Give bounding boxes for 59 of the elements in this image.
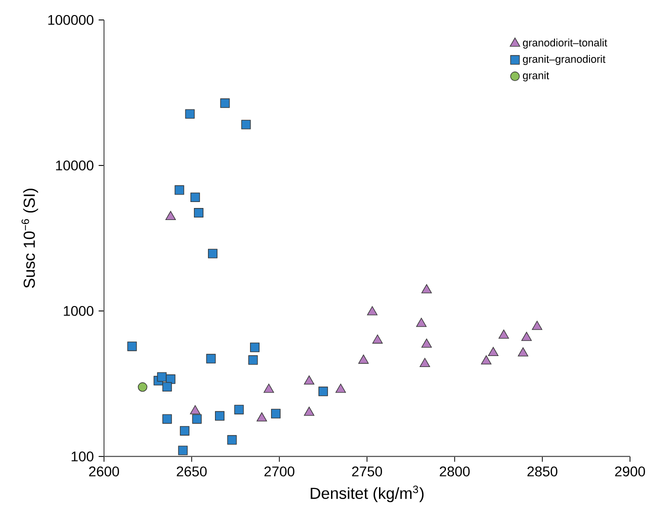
point: [358, 354, 369, 364]
point: [206, 354, 216, 364]
legend-label: granit–granodiorit: [522, 55, 606, 65]
point: [220, 98, 230, 108]
point: [372, 334, 383, 344]
point: [250, 342, 260, 352]
point: [214, 411, 224, 421]
point: [138, 382, 148, 392]
point: [498, 330, 509, 339]
y-tick-label: 10000: [56, 160, 94, 170]
point: [416, 318, 427, 327]
point: [127, 342, 137, 352]
legend-label: granit: [522, 71, 550, 82]
point: [190, 405, 200, 414]
point: [420, 358, 430, 367]
point: [304, 406, 314, 416]
point: [248, 355, 258, 365]
point: [336, 384, 346, 393]
point: [234, 404, 244, 414]
point: [481, 355, 492, 364]
point: [165, 210, 176, 220]
point: [532, 320, 542, 330]
point: [194, 208, 204, 218]
point: [174, 185, 184, 195]
point: [162, 382, 172, 392]
point: [192, 414, 202, 424]
point: [521, 332, 532, 341]
x-tick-label: 2650: [176, 466, 207, 476]
x-axis-title: Densitet (kg/m$^{3}$): [310, 486, 424, 502]
x-tick-label: 2900: [615, 466, 646, 476]
point: [421, 338, 432, 348]
x-tick-label: 2700: [264, 466, 294, 476]
point: [185, 109, 195, 119]
x-tick-label: 2750: [352, 466, 382, 476]
point: [208, 248, 218, 258]
point: [304, 375, 314, 385]
y-tick-label: 100000: [48, 14, 94, 25]
point: [264, 384, 274, 393]
point: [367, 306, 378, 316]
x-tick-label: 2800: [440, 466, 470, 476]
y-tick-label: 100: [72, 452, 94, 462]
point: [271, 408, 281, 418]
point: [256, 412, 267, 422]
point: [190, 192, 200, 202]
point: [180, 426, 190, 436]
y-axis-title: Susc 10$^{−6}$ (SI): [22, 188, 38, 288]
point: [518, 347, 528, 356]
point: [162, 414, 172, 424]
point: [318, 386, 328, 396]
point: [178, 446, 188, 456]
point: [157, 372, 167, 382]
y-tick-label: 1000: [64, 306, 94, 316]
point: [488, 346, 498, 356]
point: [227, 435, 237, 445]
point: [241, 120, 251, 130]
x-tick-label: 2850: [527, 466, 558, 476]
point: [421, 284, 432, 294]
legend-label: granodiorit–tonalit: [522, 38, 608, 49]
x-tick-label: 2600: [89, 466, 120, 476]
